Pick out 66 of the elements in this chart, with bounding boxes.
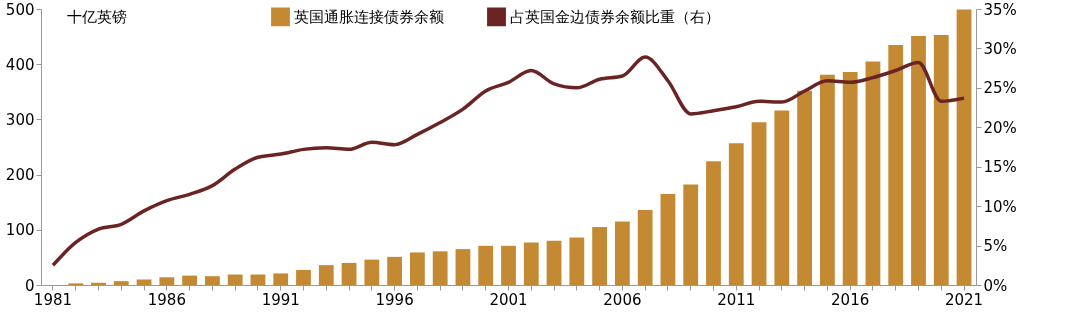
x-tick-label: 1996 xyxy=(375,290,414,309)
bar xyxy=(637,209,653,285)
bar xyxy=(751,122,767,285)
y-tick-label: 100 xyxy=(5,221,35,240)
y-tick-label: 200 xyxy=(5,166,35,185)
bar xyxy=(250,274,266,285)
y2-tick-label: 15% xyxy=(983,158,1017,177)
bar xyxy=(819,74,835,285)
y2-tick-label: 20% xyxy=(983,118,1017,137)
bar xyxy=(273,273,289,285)
bar xyxy=(318,265,334,285)
bar xyxy=(797,90,812,285)
bar xyxy=(523,242,539,285)
y2-tick-label: 0% xyxy=(983,276,1008,295)
x-tick-label: 1981 xyxy=(33,290,73,309)
bar xyxy=(478,245,494,285)
x-tick-label: 2016 xyxy=(831,290,870,309)
bar xyxy=(364,259,380,285)
bar xyxy=(774,110,790,285)
bar xyxy=(409,252,425,285)
bar xyxy=(205,276,220,285)
bar xyxy=(91,282,106,285)
bar xyxy=(455,249,471,285)
x-tick-label: 2006 xyxy=(603,290,642,309)
bar xyxy=(501,245,516,285)
bar xyxy=(728,143,744,285)
bar xyxy=(569,237,585,285)
bar xyxy=(182,275,198,285)
bar xyxy=(842,71,858,285)
x-tick-label: 1991 xyxy=(261,290,300,309)
bar xyxy=(546,240,562,285)
bar xyxy=(432,251,448,285)
bar xyxy=(933,34,949,285)
bar xyxy=(865,61,881,285)
bar xyxy=(592,227,608,285)
x-tick-label: 1986 xyxy=(147,290,186,309)
y-tick-label: 500 xyxy=(5,0,35,19)
bar xyxy=(888,44,904,285)
legend-label: 占英国金边债券余额比重（右） xyxy=(510,7,720,26)
legend-label: 英国通胀连接债券余额 xyxy=(294,7,444,26)
y2-tick-label: 5% xyxy=(983,237,1008,256)
x-tick-label: 2011 xyxy=(717,290,756,309)
bar xyxy=(660,193,676,285)
x-tick-label: 2001 xyxy=(489,290,528,309)
bar xyxy=(911,36,926,285)
y-tick-label: 400 xyxy=(5,55,35,74)
bar xyxy=(683,184,699,285)
bar xyxy=(956,9,972,285)
y2-tick-label: 35% xyxy=(983,0,1017,19)
y2-tick-label: 25% xyxy=(983,79,1017,98)
bar xyxy=(387,256,403,285)
bar xyxy=(614,221,630,285)
y2-tick-label: 30% xyxy=(983,39,1017,58)
y2-tick-label: 10% xyxy=(983,197,1017,216)
bar xyxy=(113,281,129,285)
x-tick-label: 2021 xyxy=(944,290,984,309)
bar xyxy=(159,277,175,285)
bar xyxy=(706,161,721,285)
bar xyxy=(341,262,357,285)
line-series xyxy=(51,55,966,268)
y-axis-title: 十亿英镑 xyxy=(66,7,127,26)
bar xyxy=(136,279,152,285)
bar xyxy=(296,270,311,285)
y-tick-label: 300 xyxy=(5,110,35,129)
y-tick-label: 0 xyxy=(24,276,35,295)
bar xyxy=(227,274,243,285)
